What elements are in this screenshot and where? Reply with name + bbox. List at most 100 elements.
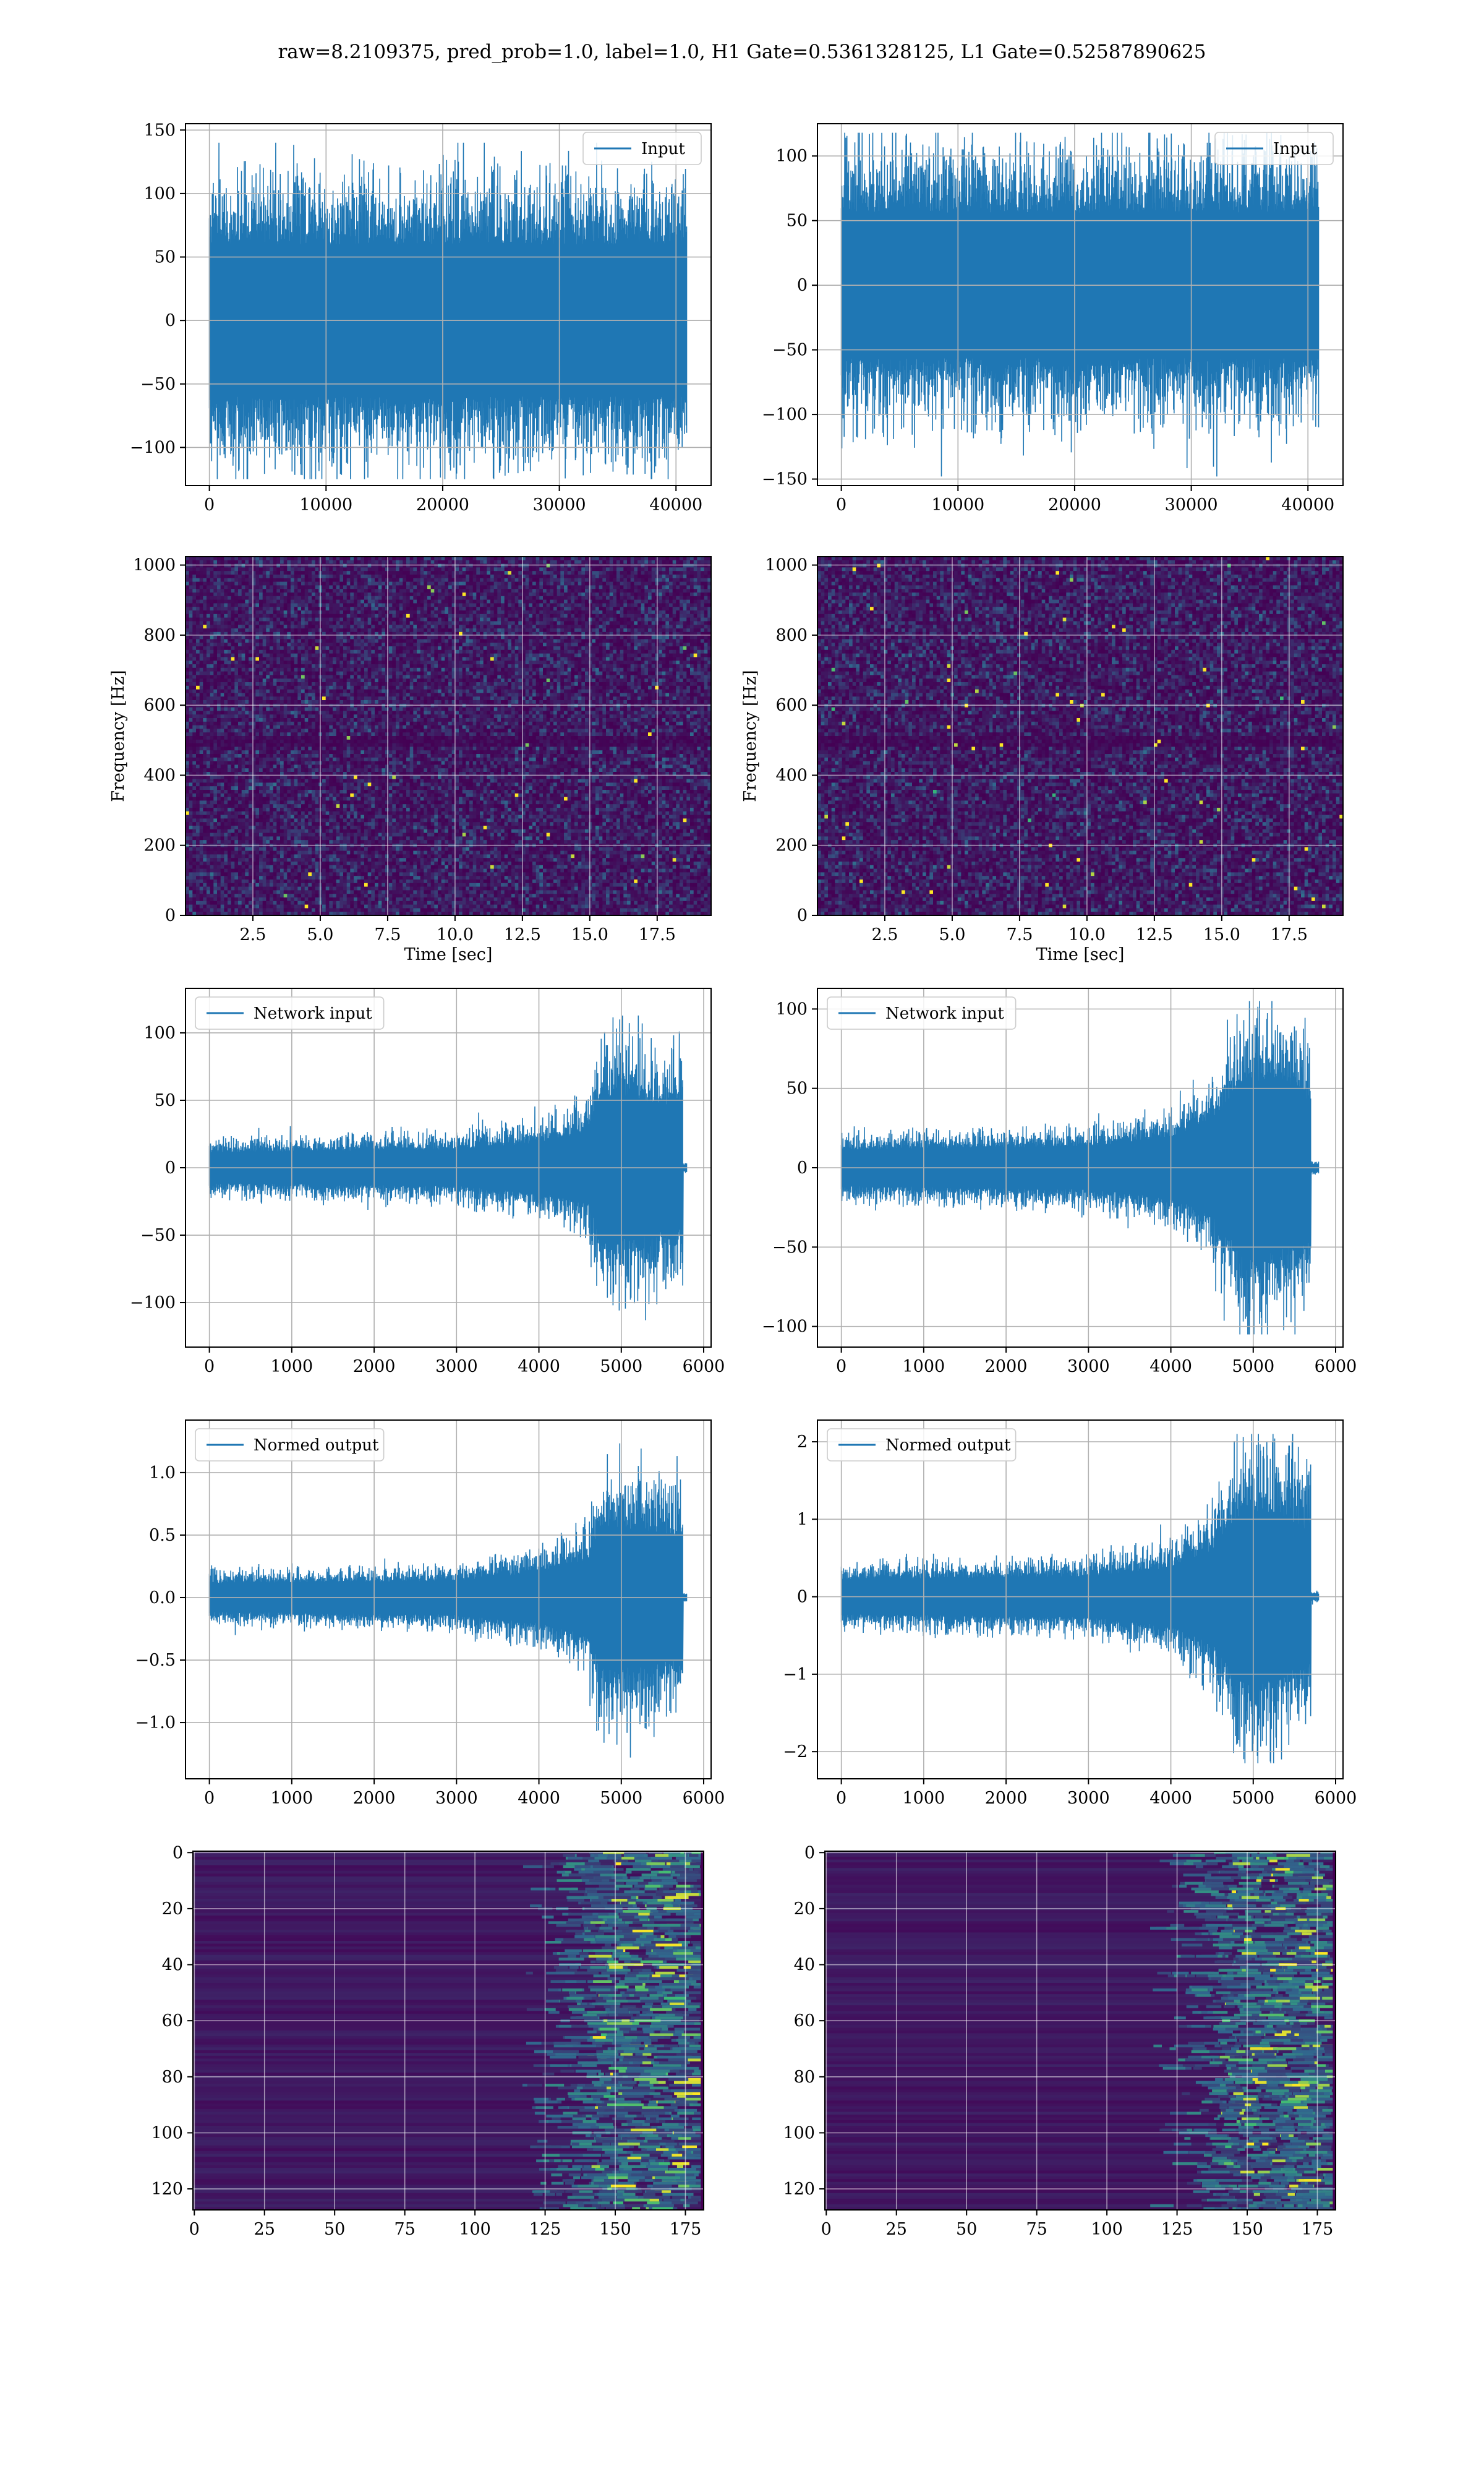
x-tick-label: 4000 — [1149, 1357, 1192, 1376]
x-tick-label: 10000 — [299, 495, 352, 515]
y-tick-label: 600 — [143, 696, 176, 715]
network-input-l1-plot: 0 1000 2000 3000 4000 5000 6000 −100 −50 0 50 100 Ne… — [762, 988, 1357, 1376]
y-tick-label: 120 — [151, 2180, 183, 2199]
heatmap-image — [817, 557, 1343, 915]
x-tick-label: 2000 — [353, 1357, 396, 1376]
x-tick-label: 20000 — [416, 495, 469, 515]
axes-frame — [185, 123, 712, 486]
x-tick-label: 50 — [324, 2220, 345, 2239]
legend-label: Input — [641, 140, 685, 158]
legend: Normed output — [827, 1428, 1017, 1462]
y-tick-label: −150 — [762, 470, 808, 489]
y-tick-label: 20 — [162, 1899, 183, 1919]
x-tick-label: 175 — [670, 2220, 702, 2239]
input-l1-plot: 0 10000 20000 30000 40000 −150 −100 −50 0 50 100 In… — [762, 123, 1344, 515]
signal-trace — [840, 132, 1320, 477]
y-tick-label: 0 — [165, 311, 176, 330]
x-tick-label: 0 — [821, 2220, 832, 2239]
x-tick-label: 150 — [599, 2220, 631, 2239]
x-tick-label: 40000 — [1281, 495, 1334, 515]
x-tick-label: 12.5 — [504, 925, 541, 944]
x-tick-label: 0 — [836, 1357, 846, 1376]
x-tick-label: 1000 — [271, 1789, 313, 1808]
y-tick-label: 1 — [797, 1510, 808, 1529]
axes-frame — [185, 556, 712, 916]
y-tick-label: 40 — [794, 1956, 815, 1975]
x-tick-label: 125 — [529, 2220, 561, 2239]
x-tick-label: 1000 — [903, 1789, 945, 1808]
x-tick-label: 2.5 — [871, 925, 898, 944]
x-tick-label: 17.5 — [639, 925, 676, 944]
x-tick-label: 4000 — [518, 1357, 560, 1376]
y-tick-label: 0.0 — [149, 1588, 176, 1607]
y-tick-label: −100 — [762, 1317, 808, 1337]
x-tick-label: 10000 — [931, 495, 984, 515]
x-tick-label: 40000 — [649, 495, 702, 515]
x-tick-label: 2000 — [985, 1357, 1028, 1376]
x-tick-label: 3000 — [435, 1789, 478, 1808]
normed-output-l1-plot: 0 1000 2000 3000 4000 5000 6000 −2 −1 0 1 2 Normed o… — [783, 1419, 1357, 1808]
legend-label: Normed output — [885, 1436, 1011, 1455]
x-axis-label: Time [sec] — [1036, 945, 1125, 964]
y-tick-label: 2 — [797, 1432, 808, 1452]
x-tick-label: 6000 — [683, 1357, 725, 1376]
normed-output-h1-plot: 0 1000 2000 3000 4000 5000 6000 −1.0 −0.5 0.0 0.5 1… — [135, 1419, 725, 1808]
y-tick-label: 100 — [143, 184, 176, 203]
x-tick-label: 5000 — [600, 1789, 642, 1808]
y-tick-label: −50 — [140, 1226, 176, 1245]
x-tick-label: 5000 — [1232, 1357, 1274, 1376]
x-tick-label: 150 — [1231, 2220, 1263, 2239]
x-tick-label: 5000 — [600, 1357, 642, 1376]
y-tick-label: 200 — [143, 836, 176, 855]
legend: Network input — [827, 996, 1017, 1030]
y-tick-label: 50 — [787, 1079, 808, 1098]
axes-frame — [192, 1851, 704, 2211]
heatmap-image — [186, 557, 711, 915]
x-tick-label: 3000 — [435, 1357, 478, 1376]
x-tick-label: 25 — [254, 2220, 275, 2239]
x-tick-label: 5000 — [1232, 1789, 1274, 1808]
feature-map-h1-plot: 0 25 50 75 100 125 150 175 0 20 40 60 80 100 120 — [151, 1843, 704, 2239]
feature-map-l1-plot: 0 25 50 75 100 125 150 175 0 20 40 60 80 100 120 — [783, 1843, 1336, 2239]
y-tick-label: 100 — [143, 1024, 176, 1043]
x-tick-label: 10.0 — [437, 925, 474, 944]
y-tick-label: 50 — [155, 248, 176, 267]
y-tick-label: 20 — [794, 1899, 815, 1919]
axes-frame — [185, 1419, 712, 1779]
x-tick-label: 0 — [189, 2220, 200, 2239]
x-tick-label: 0 — [204, 495, 215, 515]
x-tick-label: 50 — [956, 2220, 977, 2239]
y-tick-label: −2 — [783, 1742, 808, 1761]
y-tick-label: 800 — [143, 626, 176, 645]
x-tick-label: 6000 — [1315, 1789, 1357, 1808]
y-tick-label: 80 — [794, 2068, 815, 2087]
y-tick-label: 0 — [797, 1588, 808, 1607]
x-tick-label: 5.0 — [307, 925, 333, 944]
x-tick-label: 30000 — [1165, 495, 1218, 515]
signal-trace — [208, 142, 688, 479]
y-tick-label: 400 — [143, 766, 176, 785]
y-tick-label: −50 — [772, 341, 808, 360]
y-tick-label: 0 — [804, 1843, 815, 1862]
y-tick-label: 100 — [151, 2123, 183, 2142]
legend: Network input — [195, 996, 385, 1030]
x-tick-label: 12.5 — [1136, 925, 1173, 944]
figure-title: raw=8.2109375, pred_prob=1.0, label=1.0,… — [0, 41, 1484, 63]
y-tick-label: −1.0 — [135, 1713, 176, 1732]
x-tick-label: 4000 — [518, 1789, 560, 1808]
x-tick-label: 4000 — [1149, 1789, 1192, 1808]
y-tick-label: 100 — [775, 147, 808, 166]
y-tick-label: 0 — [797, 276, 808, 295]
y-tick-label: 1000 — [133, 556, 176, 575]
x-tick-label: 0 — [836, 495, 846, 515]
y-tick-label: 150 — [143, 121, 176, 140]
x-tick-label: 100 — [459, 2220, 491, 2239]
y-tick-label: −50 — [772, 1238, 808, 1257]
y-tick-label: 100 — [783, 2123, 815, 2142]
y-axis-label: Frequency [Hz] — [741, 670, 760, 802]
x-tick-label: 17.5 — [1271, 925, 1308, 944]
y-tick-label: 80 — [162, 2068, 183, 2087]
legend-label: Input — [1273, 140, 1317, 158]
y-tick-label: 1.0 — [149, 1463, 176, 1483]
